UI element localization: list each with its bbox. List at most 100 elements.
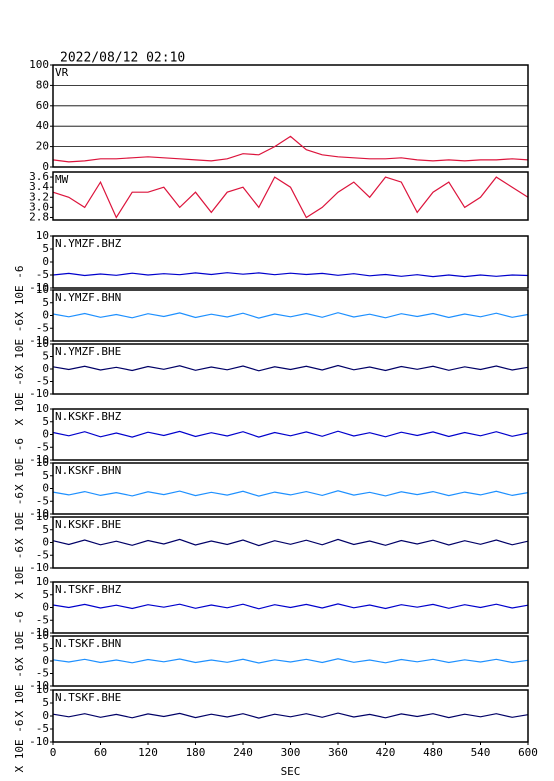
y-tick-label: 10	[36, 510, 49, 523]
y-tick-label: 0	[42, 309, 49, 322]
x-tick-label: 420	[376, 746, 396, 759]
y-tick-label: 80	[36, 78, 49, 91]
y-tick-label: -10	[29, 387, 49, 400]
y-tick-label: -10	[29, 334, 49, 347]
panel-frame	[52, 408, 529, 461]
y-tick-label: 3.2	[29, 190, 49, 203]
y-tick-label: 10	[36, 337, 49, 350]
y-tick-label: -5	[36, 494, 49, 507]
panel-label: N.KSKF.BHN	[55, 464, 121, 477]
y-tick-label: 2.8	[29, 210, 49, 223]
panel-frame	[52, 289, 529, 342]
y-tick-label: 3.0	[29, 200, 49, 213]
timestamp: 2022/08/12 02:10	[60, 51, 185, 66]
y-tick-label: 5	[42, 642, 49, 655]
panel-frame	[52, 235, 529, 289]
panel-frame	[52, 171, 529, 221]
y-tick-label: 5	[42, 242, 49, 255]
y-tick-label: 0	[42, 601, 49, 614]
y-tick-label: -5	[36, 722, 49, 735]
x-axis-label: SEC	[281, 765, 301, 778]
trace	[52, 490, 529, 497]
x-tick-label: 180	[186, 746, 206, 759]
panel-label: N.TSKF.BHN	[55, 637, 121, 650]
x-tick-label: 240	[233, 746, 253, 759]
y-tick-label: -10	[29, 561, 49, 574]
y-axis-label: X 10E -6	[13, 492, 26, 545]
y-tick-label: -5	[36, 268, 49, 281]
y-tick-label: 3.6	[29, 170, 49, 183]
panel-label: N.YMZF.BHN	[55, 291, 121, 304]
y-tick-label: -10	[29, 679, 49, 692]
x-tick-label: 600	[518, 746, 538, 759]
y-tick-label: 60	[36, 99, 49, 112]
panel-label: N.TSKF.BHE	[55, 691, 121, 704]
trace	[52, 538, 529, 547]
panel-label: N.KSKF.BHZ	[55, 410, 122, 423]
y-tick-label: -5	[36, 548, 49, 561]
y-tick-label: 0	[42, 709, 49, 722]
panel-frame	[52, 581, 529, 634]
y-axis-label: X 10E -6	[13, 546, 26, 599]
y-axis-label: X 10E -6	[13, 720, 26, 773]
panel-label: N.YMZF.BHE	[55, 345, 121, 358]
trace	[52, 364, 529, 372]
y-tick-label: 20	[36, 140, 49, 153]
trace	[52, 312, 529, 319]
y-tick-label: 3.4	[29, 180, 49, 193]
y-tick-label: 0	[42, 428, 49, 441]
x-tick-label: 60	[94, 746, 107, 759]
y-tick-label: -5	[36, 321, 49, 334]
y-tick-label: -10	[29, 735, 49, 748]
y-tick-label: 0	[42, 362, 49, 375]
panel-label: MW	[55, 173, 69, 186]
y-tick-label: 5	[42, 415, 49, 428]
y-tick-label: -10	[29, 626, 49, 639]
y-tick-label: 10	[36, 683, 49, 696]
y-tick-label: -5	[36, 667, 49, 680]
y-tick-label: 0	[42, 255, 49, 268]
y-tick-label: 10	[36, 575, 49, 588]
x-tick-label: 120	[138, 746, 158, 759]
y-tick-label: 5	[42, 469, 49, 482]
y-axis-label: X 10E -6	[13, 438, 26, 491]
y-tick-label: 5	[42, 350, 49, 363]
y-tick-label: -10	[29, 453, 49, 466]
y-tick-label: -10	[29, 281, 49, 294]
y-axis-label: X 10E -6	[13, 373, 26, 426]
y-tick-label: 10	[36, 402, 49, 415]
y-tick-label: 5	[42, 296, 49, 309]
panel-frame	[52, 64, 529, 168]
y-tick-label: 5	[42, 588, 49, 601]
panel-frame	[52, 462, 529, 515]
y-axis-label: X 10E -6	[13, 319, 26, 372]
y-tick-label: 40	[36, 119, 49, 132]
panel-label: VR	[55, 66, 69, 79]
y-axis-label: X 10E -6	[13, 665, 26, 718]
panel-label: N.YMZF.BHZ	[55, 237, 122, 250]
y-axis-label: X 10E -6	[13, 611, 26, 664]
y-tick-label: -5	[36, 440, 49, 453]
panel-label: N.TSKF.BHZ	[55, 583, 122, 596]
y-tick-label: 0	[42, 536, 49, 549]
trace	[52, 176, 529, 219]
x-tick-label: 0	[50, 746, 57, 759]
y-tick-label: -5	[36, 613, 49, 626]
y-tick-label: -5	[36, 375, 49, 388]
y-tick-label: 10	[36, 629, 49, 642]
y-tick-label: 10	[36, 229, 49, 242]
panel-frame	[52, 635, 529, 687]
panel-label: N.KSKF.BHE	[55, 518, 121, 531]
x-tick-label: 480	[423, 746, 443, 759]
y-tick-label: 0	[42, 160, 49, 173]
y-tick-label: 5	[42, 696, 49, 709]
y-tick-label: 10	[36, 456, 49, 469]
y-axis-label: X 10E -6	[13, 266, 26, 319]
y-tick-label: 0	[42, 654, 49, 667]
trace	[52, 272, 529, 278]
y-tick-label: -10	[29, 507, 49, 520]
x-tick-label: 360	[328, 746, 348, 759]
trace	[52, 712, 529, 719]
y-tick-label: 10	[36, 283, 49, 296]
